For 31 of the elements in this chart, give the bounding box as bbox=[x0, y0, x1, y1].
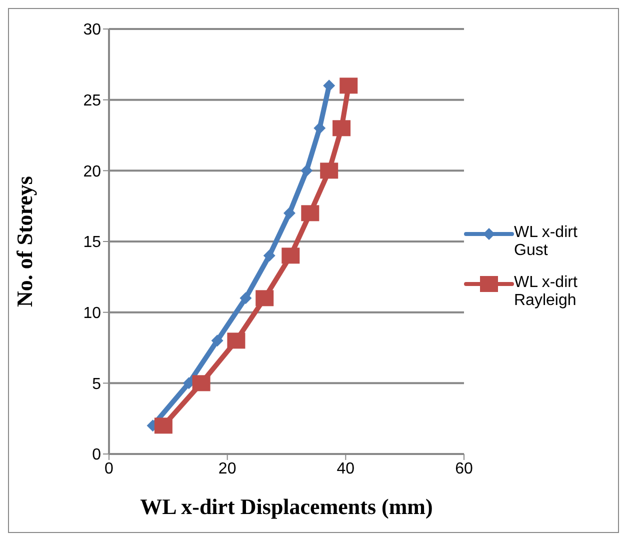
point bbox=[301, 205, 320, 222]
y-tick-label: 25 bbox=[83, 92, 102, 110]
point bbox=[192, 375, 210, 392]
point bbox=[300, 164, 313, 177]
point bbox=[314, 122, 326, 134]
point bbox=[320, 162, 338, 179]
y-tick-label: 0 bbox=[92, 446, 102, 464]
point bbox=[227, 332, 246, 349]
point bbox=[282, 248, 300, 264]
y-axis-title: No. of Storeys bbox=[12, 176, 37, 307]
point bbox=[283, 207, 296, 220]
x-tick-label: 40 bbox=[336, 460, 355, 478]
point bbox=[154, 418, 172, 434]
x-tick-label: 20 bbox=[218, 460, 236, 478]
y-tick-label: 30 bbox=[83, 22, 102, 39]
y-tick-label: 5 bbox=[92, 376, 102, 393]
legend-label: WL x-dirt Gust bbox=[514, 224, 578, 260]
y-tick-label: 15 bbox=[83, 234, 102, 252]
point bbox=[332, 120, 351, 136]
y-tick-label: 20 bbox=[83, 163, 102, 180]
point bbox=[323, 80, 336, 92]
point bbox=[263, 250, 276, 262]
point bbox=[240, 292, 252, 304]
x-tick-label: 60 bbox=[455, 460, 473, 478]
x-axis-title: WL x-dirt Displacements (mm) bbox=[140, 494, 433, 519]
point bbox=[340, 78, 358, 94]
y-tick-label: 10 bbox=[83, 305, 102, 322]
legend-label: WL x-dirt Rayleigh bbox=[514, 274, 578, 310]
x-tick-label: 0 bbox=[104, 460, 114, 478]
point bbox=[256, 290, 274, 306]
point bbox=[211, 334, 224, 347]
